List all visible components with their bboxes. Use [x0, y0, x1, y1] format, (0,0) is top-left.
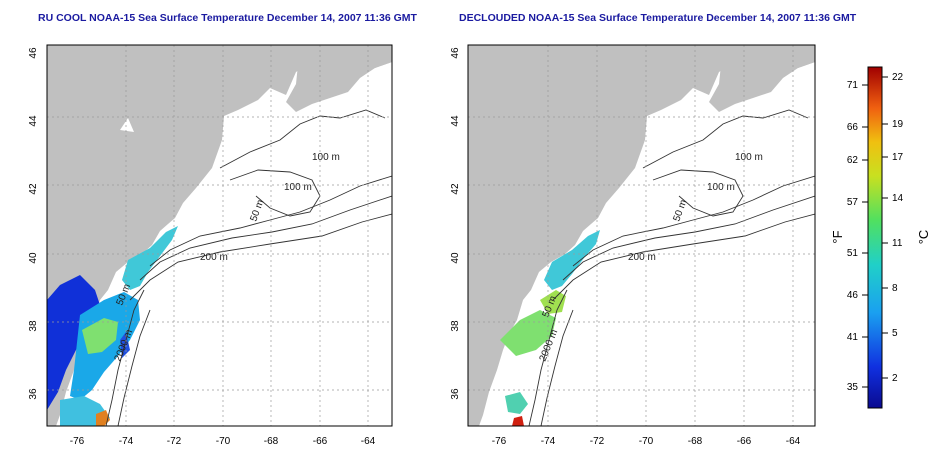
- contour-label-50: 50 m: [248, 198, 266, 223]
- svg-text:-74: -74: [119, 436, 134, 447]
- svg-text:38: 38: [450, 320, 461, 332]
- svg-text:62: 62: [847, 155, 859, 166]
- svg-text:46: 46: [450, 47, 461, 59]
- contour-label-50: 50 m: [671, 198, 689, 223]
- svg-text:5: 5: [892, 328, 898, 339]
- svg-text:42: 42: [450, 183, 461, 195]
- nova-scotia-land: [709, 45, 815, 112]
- left-map-frame: [46, 44, 393, 427]
- svg-text:46: 46: [28, 47, 39, 59]
- svg-text:40: 40: [450, 252, 461, 264]
- colorbar-gradient: [867, 66, 883, 409]
- right-grid: [468, 45, 815, 426]
- svg-text:44: 44: [28, 115, 39, 127]
- svg-text:-70: -70: [216, 436, 231, 447]
- svg-text:42: 42: [28, 183, 39, 195]
- sst-patch-warm-spot: [512, 416, 524, 426]
- right-y-axis: 36 38 40 42 44 46: [450, 47, 461, 400]
- svg-text:36: 36: [450, 388, 461, 400]
- left-y-axis: 36 38 40 42 44 46: [28, 47, 39, 400]
- svg-text:2: 2: [892, 373, 898, 384]
- coastline-land: [468, 45, 815, 426]
- svg-text:-68: -68: [264, 436, 279, 447]
- svg-text:40: 40: [28, 252, 39, 264]
- left-map-panel: 100 m 100 m 50 m 200 m 2000 m 50 m -76 -…: [28, 44, 393, 447]
- svg-text:-72: -72: [590, 436, 605, 447]
- contour-label-100-mid: 100 m: [284, 182, 312, 193]
- bathymetry-contours: [528, 109, 815, 426]
- svg-text:-68: -68: [688, 436, 703, 447]
- contour-label-100-north: 100 m: [312, 152, 340, 163]
- svg-text:19: 19: [892, 119, 904, 130]
- sst-patch-jersey: [122, 226, 178, 290]
- left-map-title: RU COOL NOAA-15 Sea Surface Temperature …: [38, 12, 417, 24]
- svg-text:71: 71: [847, 80, 859, 91]
- contour-label-200: 200 m: [200, 252, 228, 263]
- nova-scotia-land: [286, 45, 392, 112]
- contour-label-200: 200 m: [628, 252, 656, 263]
- sst-patch-chesapeake: [47, 275, 100, 410]
- svg-text:66: 66: [847, 122, 859, 133]
- right-map-panel: 100 m 100 m 50 m 200 m 2000 m 50 m -76 -…: [450, 44, 816, 447]
- sst-patch-warm-core: [82, 318, 118, 354]
- sst-patch-south: [505, 392, 528, 414]
- svg-text:46: 46: [847, 290, 859, 301]
- svg-text:-76: -76: [70, 436, 85, 447]
- sst-patch-offshore: [540, 290, 566, 314]
- svg-text:8: 8: [892, 283, 898, 294]
- svg-text:36: 36: [28, 388, 39, 400]
- svg-text:-64: -64: [786, 436, 801, 447]
- left-grid: [47, 45, 392, 426]
- svg-text:14: 14: [892, 193, 904, 204]
- svg-text:22: 22: [892, 72, 904, 83]
- contour-label-100-north: 100 m: [735, 152, 763, 163]
- svg-text:-70: -70: [639, 436, 654, 447]
- svg-text:35: 35: [847, 382, 859, 393]
- svg-text:-64: -64: [361, 436, 376, 447]
- colorbar-unit-celsius: °C: [916, 230, 931, 245]
- svg-text:17: 17: [892, 152, 904, 163]
- right-map-title: DECLOUDED NOAA-15 Sea Surface Temperatur…: [459, 12, 857, 24]
- contour-label-100-mid: 100 m: [707, 182, 735, 193]
- colorbar-tick-marks: [862, 76, 888, 388]
- left-x-axis: -76 -74 -72 -70 -68 -66 -64: [70, 436, 376, 447]
- svg-text:38: 38: [28, 320, 39, 332]
- svg-text:44: 44: [450, 115, 461, 127]
- svg-text:57: 57: [847, 197, 859, 208]
- coastline-land: [47, 45, 392, 426]
- right-map-frame: [467, 44, 816, 427]
- svg-text:51: 51: [847, 248, 859, 259]
- svg-text:-74: -74: [541, 436, 556, 447]
- svg-text:-66: -66: [313, 436, 328, 447]
- sst-patch-jersey: [544, 230, 600, 290]
- right-x-axis: -76 -74 -72 -70 -68 -66 -64: [492, 436, 801, 447]
- svg-text:-76: -76: [492, 436, 507, 447]
- sst-patch-chesapeake: [500, 310, 556, 356]
- colorbar-celsius-ticks: 22 19 17 14 11 8 5 2: [892, 72, 904, 384]
- svg-text:11: 11: [892, 238, 903, 249]
- bathymetry-contours: [105, 109, 392, 426]
- svg-text:-72: -72: [167, 436, 182, 447]
- temperature-colorbar: 71 66 62 57 51 46 41 35 22 19 17 14 11 8: [830, 66, 931, 409]
- svg-text:41: 41: [847, 332, 859, 343]
- colorbar-fahrenheit-ticks: 71 66 62 57 51 46 41 35: [847, 80, 859, 393]
- colorbar-unit-fahrenheit: °F: [830, 230, 845, 243]
- svg-text:-66: -66: [737, 436, 752, 447]
